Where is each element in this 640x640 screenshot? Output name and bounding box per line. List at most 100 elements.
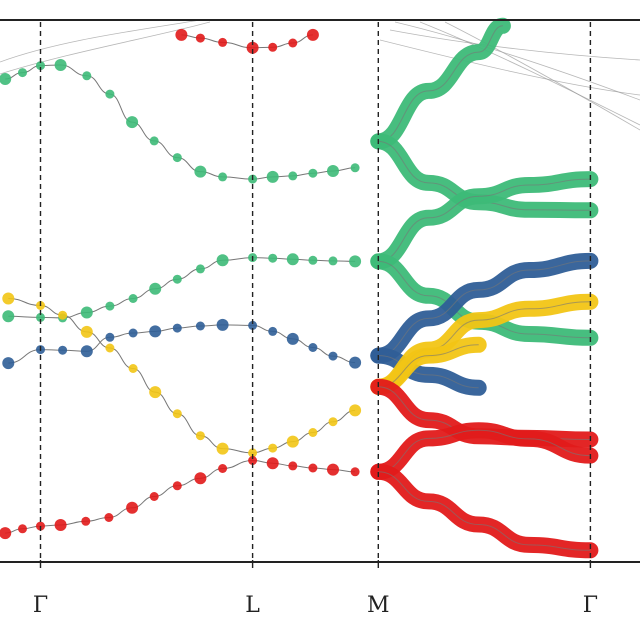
- point-0-13: [288, 171, 298, 181]
- point-2-3: [80, 345, 93, 358]
- background-band-0: [0, 19, 201, 63]
- point-0-8: [172, 153, 182, 163]
- background-band-2: [394, 21, 640, 101]
- point-5-5: [288, 38, 298, 48]
- point-0-16: [350, 163, 360, 173]
- point-4-5: [104, 513, 114, 522]
- point-2-8: [195, 321, 205, 331]
- point-1-13: [308, 255, 318, 265]
- point-3-0: [2, 292, 15, 305]
- point-1-4: [105, 301, 115, 311]
- point-3-5: [128, 364, 138, 373]
- point-1-3: [80, 306, 93, 319]
- point-3-13: [308, 428, 318, 437]
- point-1-7: [172, 274, 182, 284]
- point-0-12: [266, 170, 279, 183]
- point-1-12: [286, 253, 299, 266]
- band-line-2: [8, 324, 356, 364]
- point-3-6: [149, 386, 162, 399]
- point-4-15: [327, 463, 339, 476]
- point-1-11: [268, 253, 278, 263]
- point-0-10: [218, 172, 228, 182]
- point-0-4: [82, 71, 92, 81]
- point-1-14: [328, 256, 338, 266]
- band-core-11: [378, 355, 479, 389]
- plot-frame: [0, 19, 640, 563]
- point-4-0: [0, 527, 12, 540]
- tick-label-0: Γ: [33, 593, 48, 618]
- point-4-11: [248, 456, 258, 465]
- point-1-5: [128, 294, 138, 303]
- point-3-9: [216, 442, 229, 455]
- background-band-4: [444, 21, 640, 131]
- point-4-9: [194, 472, 207, 485]
- point-2-5: [128, 328, 138, 338]
- point-0-5: [105, 89, 115, 99]
- point-5-2: [218, 37, 228, 47]
- background-bands: [0, 19, 640, 131]
- point-4-8: [172, 481, 182, 491]
- point-0-9: [194, 165, 207, 178]
- point-3-15: [349, 404, 362, 417]
- point-0-14: [308, 168, 318, 178]
- point-2-4: [105, 332, 115, 342]
- background-band-1: [0, 21, 211, 75]
- point-0-2: [36, 61, 45, 71]
- point-4-1: [18, 524, 27, 534]
- tick-label-3: Γ: [583, 593, 598, 618]
- point-1-15: [349, 255, 362, 268]
- point-4-6: [126, 501, 139, 514]
- point-1-8: [195, 264, 205, 274]
- point-2-2: [58, 345, 68, 355]
- background-band-6: [389, 29, 640, 61]
- point-2-15: [349, 356, 362, 369]
- point-4-10: [218, 464, 228, 473]
- band-core-16: [378, 471, 591, 551]
- point-1-0: [2, 310, 15, 323]
- point-5-0: [175, 28, 188, 41]
- point-4-12: [266, 457, 279, 470]
- point-5-1: [195, 33, 205, 43]
- band-core-6: [378, 25, 504, 142]
- point-2-13: [308, 343, 318, 352]
- tick-label-2: M: [367, 593, 390, 618]
- point-1-9: [216, 254, 229, 267]
- band-line-3: [8, 298, 356, 454]
- band-core-15: [378, 429, 591, 473]
- point-1-6: [149, 282, 162, 295]
- point-0-7: [149, 136, 159, 146]
- point-0-15: [327, 165, 339, 177]
- point-3-11: [268, 443, 278, 453]
- point-3-3: [80, 325, 93, 338]
- point-4-14: [308, 463, 318, 473]
- band-core-10: [378, 260, 591, 357]
- point-5-6: [306, 28, 319, 41]
- point-2-0: [2, 357, 15, 370]
- point-3-14: [328, 417, 338, 427]
- band-marks: [0, 28, 362, 540]
- point-4-16: [350, 467, 360, 477]
- point-5-4: [268, 42, 278, 52]
- tick-label-1: L: [245, 593, 260, 618]
- point-0-1: [18, 68, 27, 78]
- point-5-3: [246, 41, 259, 54]
- point-4-13: [288, 461, 298, 471]
- point-2-14: [328, 351, 338, 361]
- background-band-3: [419, 21, 640, 126]
- point-3-4: [105, 343, 115, 353]
- point-3-2: [58, 310, 68, 320]
- point-0-6: [126, 116, 139, 129]
- point-2-7: [172, 323, 182, 333]
- band-core-8: [378, 178, 591, 262]
- point-0-0: [0, 73, 12, 85]
- point-3-12: [286, 435, 299, 448]
- point-3-10: [248, 448, 258, 458]
- point-4-4: [81, 516, 91, 526]
- point-4-7: [149, 492, 159, 501]
- point-3-7: [172, 409, 182, 419]
- point-3-8: [195, 431, 205, 441]
- point-2-11: [268, 326, 278, 336]
- point-2-10: [248, 320, 258, 330]
